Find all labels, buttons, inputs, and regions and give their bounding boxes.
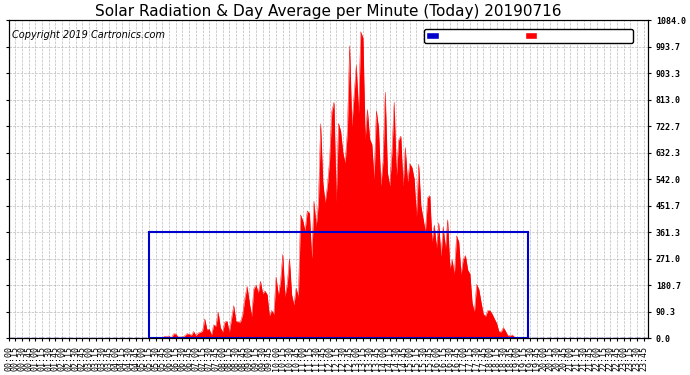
Title: Solar Radiation & Day Average per Minute (Today) 20190716: Solar Radiation & Day Average per Minute…	[95, 4, 562, 19]
Legend: Median (W/m2), Radiation (W/m2): Median (W/m2), Radiation (W/m2)	[424, 29, 633, 43]
Bar	[149, 232, 528, 338]
Text: Copyright 2019 Cartronics.com: Copyright 2019 Cartronics.com	[12, 30, 165, 40]
